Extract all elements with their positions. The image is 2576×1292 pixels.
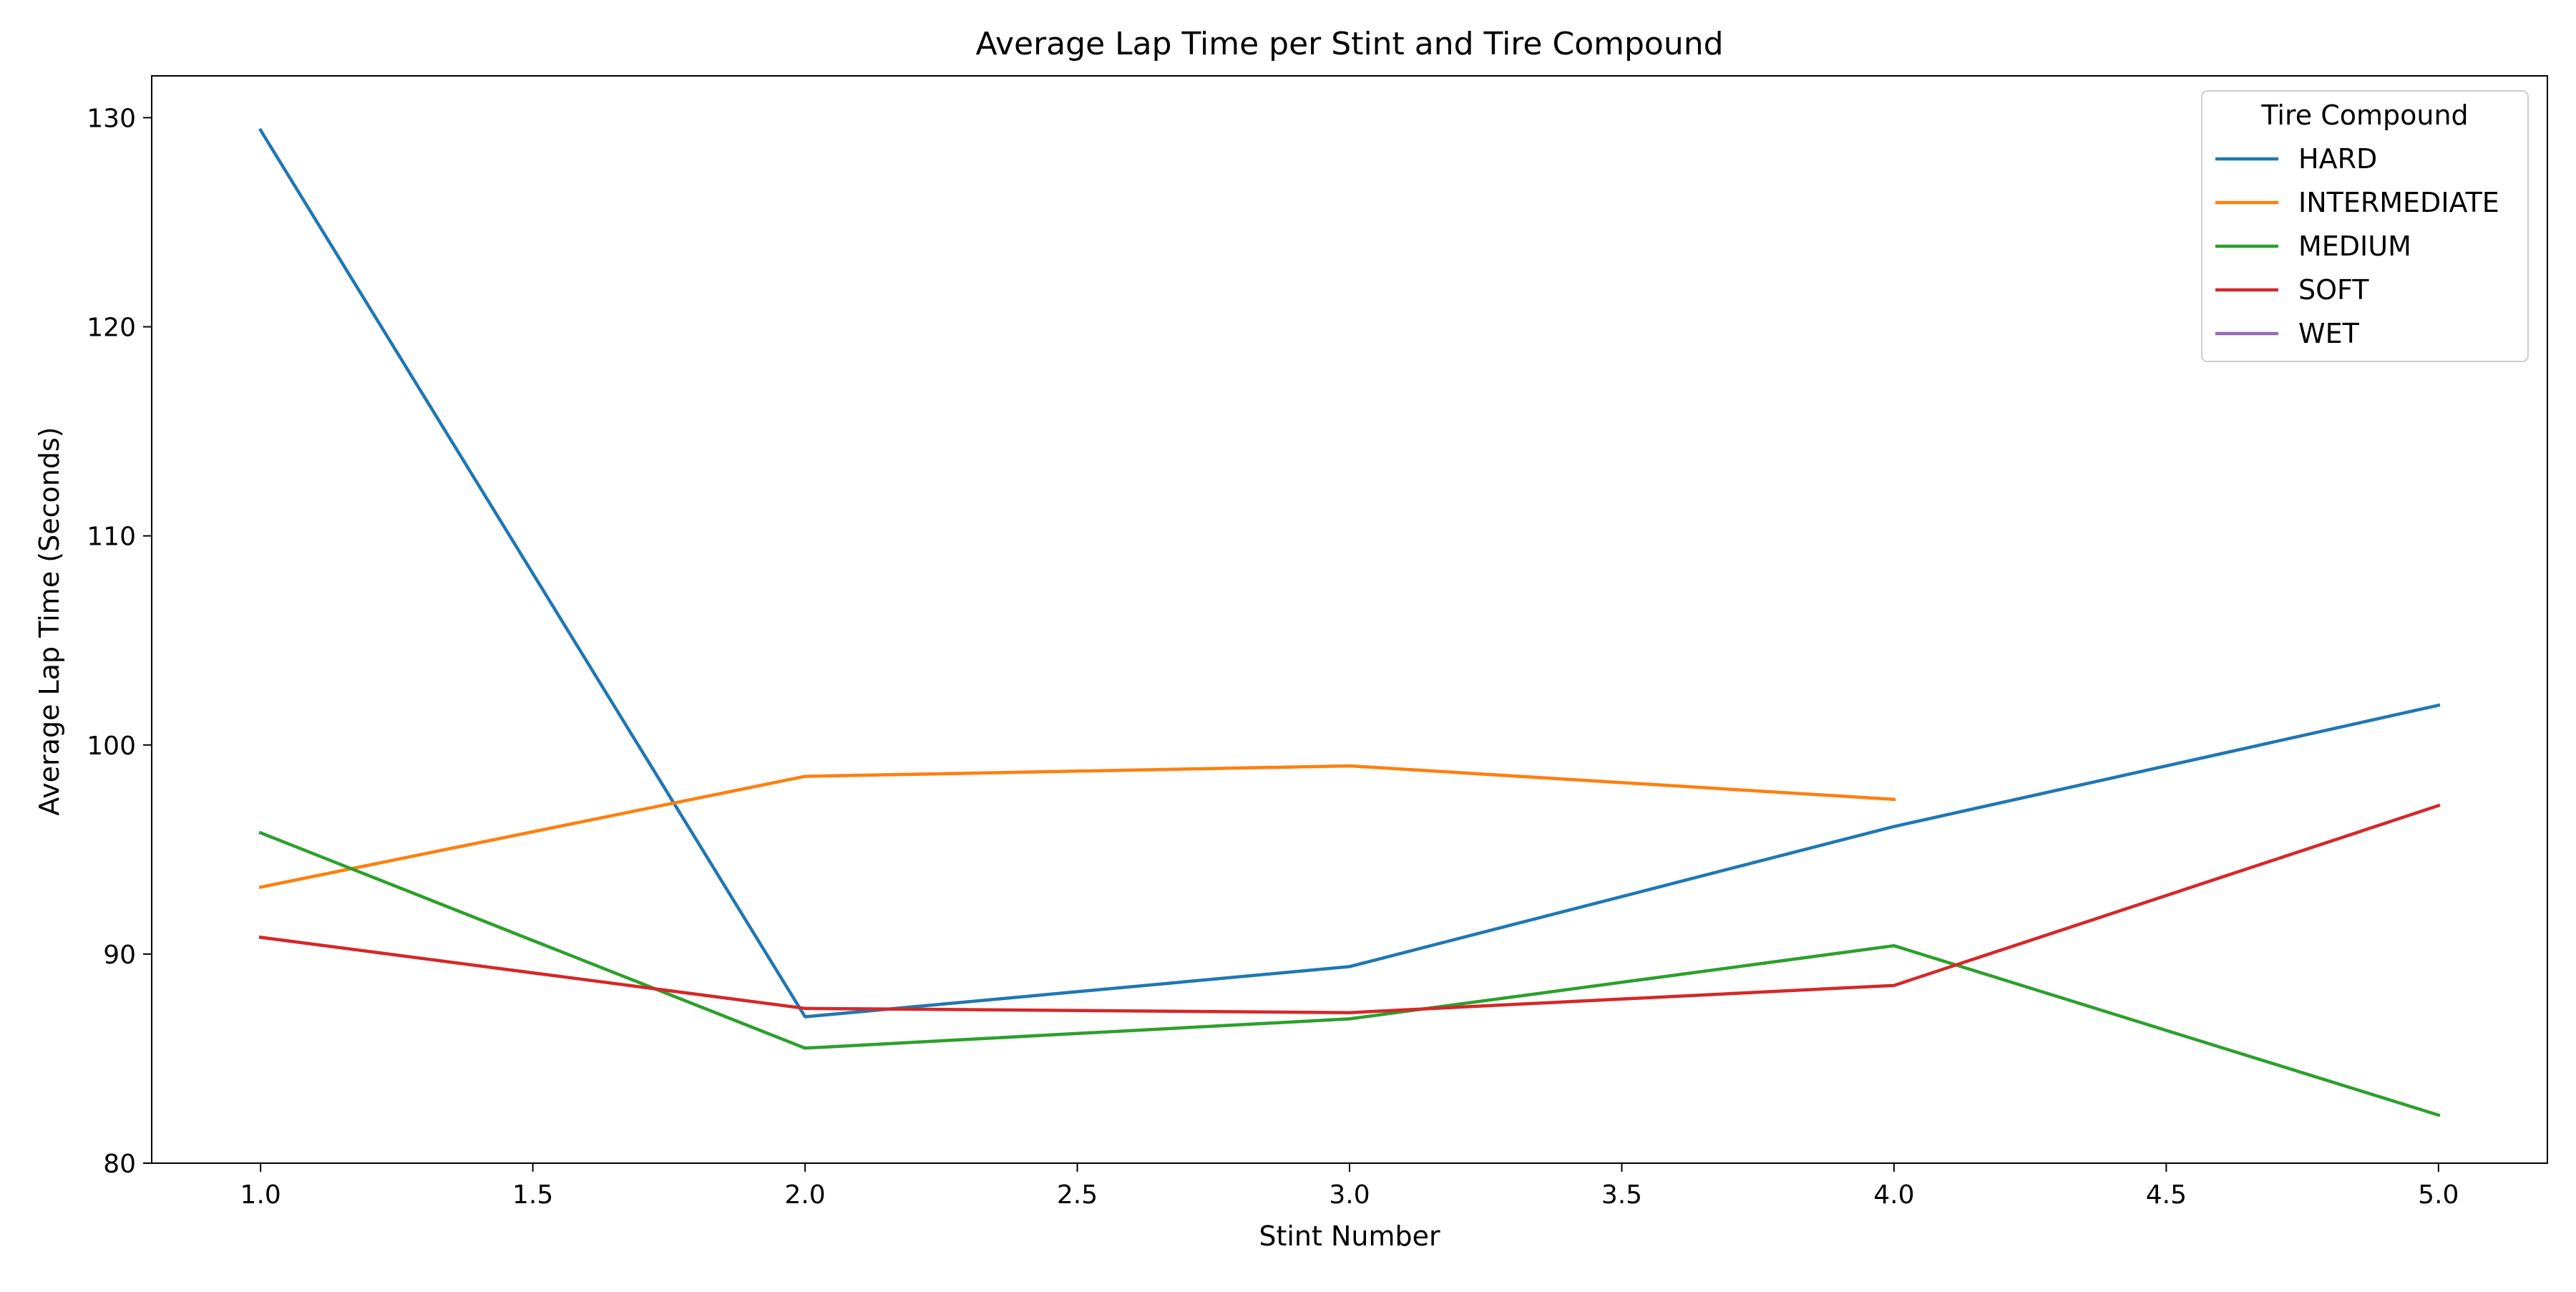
legend-label-medium: MEDIUM [2298, 230, 2411, 262]
y-tick-label: 100 [87, 732, 136, 761]
legend-entries: HARD INTERMEDIATE MEDIUM SOFT WET [2215, 143, 2499, 349]
x-axis-label: Stint Number [1259, 1220, 1440, 1252]
y-tick-label: 80 [103, 1150, 136, 1179]
x-tick-label: 2.5 [1057, 1180, 1098, 1210]
legend-label-soft: SOFT [2298, 274, 2369, 306]
y-tick-label: 130 [87, 104, 136, 133]
x-tick-label: 3.5 [1601, 1180, 1642, 1210]
series-line-intermediate [258, 764, 1896, 890]
y-tick-label: 120 [87, 314, 136, 343]
x-tick-label: 1.0 [240, 1180, 281, 1210]
y-tick-label: 90 [103, 941, 136, 970]
legend-title: Tire Compound [2260, 99, 2468, 131]
y-axis-label: Average Lap Time (Seconds) [34, 427, 65, 815]
x-tick-label: 3.0 [1329, 1180, 1370, 1210]
legend-label-hard: HARD [2298, 143, 2377, 175]
legend-label-intermediate: INTERMEDIATE [2298, 187, 2499, 218]
legend-label-wet: WET [2298, 318, 2360, 349]
series-line-soft [258, 803, 2441, 1014]
series-line-medium [258, 830, 2441, 1117]
y-axis-ticks: 80 90 100 110 120 130 [87, 104, 152, 1179]
x-tick-label: 4.0 [1873, 1180, 1914, 1210]
legend: Tire Compound HARD INTERMEDIATE MEDIUM SOFT… [2201, 90, 2529, 362]
series-line-hard [258, 127, 2441, 1019]
series-layer [258, 127, 2441, 1117]
y-tick-label: 110 [87, 523, 136, 552]
legend-box [2201, 90, 2529, 362]
chart-title: Average Lap Time per Stint and Tire Comp… [975, 26, 1723, 62]
x-tick-label: 2.0 [784, 1180, 825, 1210]
x-tick-label: 4.5 [2146, 1180, 2187, 1210]
x-tick-label: 5.0 [2418, 1180, 2459, 1210]
x-tick-label: 1.5 [512, 1180, 553, 1210]
x-axis-ticks: 1.0 1.5 2.0 2.5 3.0 3.5 4.0 4.5 5.0 [240, 1163, 2459, 1210]
